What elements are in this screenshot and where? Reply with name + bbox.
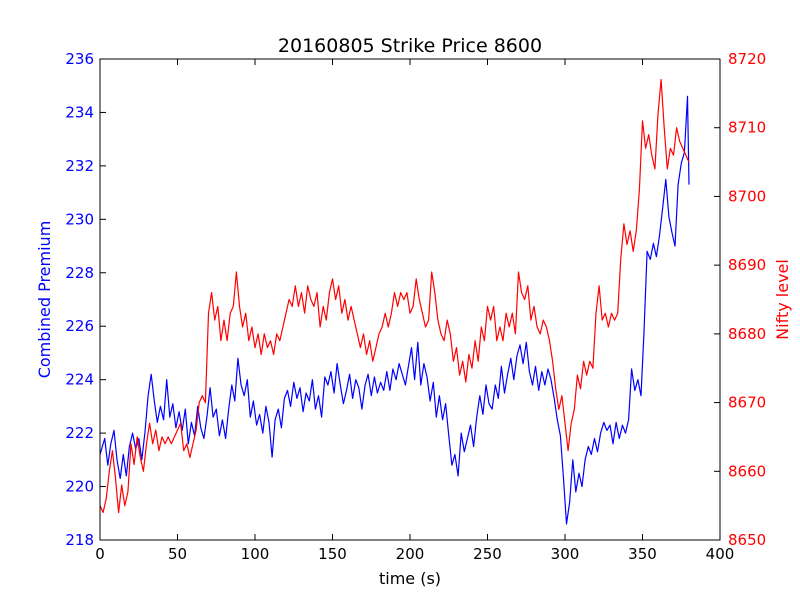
- y-right-tick-label: 8690: [728, 256, 766, 274]
- nifty-level-line: [99, 79, 690, 514]
- x-axis: 0 50 100 150 200 250 300 350 400: [95, 59, 734, 563]
- y-left-tick-label: 236: [65, 50, 94, 68]
- y-left-tick-label: 232: [65, 157, 94, 175]
- y-left-tick-label: 234: [65, 103, 94, 121]
- chart-title: 20160805 Strike Price 8600: [278, 35, 542, 57]
- y-axis-left: 218 220 222 224 226 228 230 232 234 236: [65, 50, 106, 549]
- x-tick-label: 200: [396, 545, 425, 563]
- y-right-tick-label: 8670: [728, 394, 766, 412]
- x-tick-label: 0: [95, 545, 105, 563]
- y-right-tick-label: 8710: [728, 119, 766, 137]
- y-right-tick-label: 8660: [728, 462, 766, 480]
- x-tick-label: 350: [628, 545, 657, 563]
- y-left-tick-label: 224: [65, 371, 94, 389]
- y-axis-right: 8650 8660 8670 8680 8690 8700 8710 8720: [714, 50, 766, 549]
- y-left-tick-label: 220: [65, 478, 94, 496]
- y-right-tick-label: 8650: [728, 531, 766, 549]
- plot-frame: [99, 58, 721, 541]
- y-axis-left-title: Combined Premium: [35, 221, 54, 379]
- combined-premium-line: [99, 95, 690, 525]
- x-tick-label: 150: [318, 545, 347, 563]
- x-tick-label: 100: [241, 545, 270, 563]
- x-axis-title: time (s): [379, 569, 441, 588]
- y-right-tick-label: 8720: [728, 50, 766, 68]
- y-left-tick-label: 218: [65, 531, 94, 549]
- y-right-tick-label: 8680: [728, 325, 766, 343]
- y-left-tick-label: 226: [65, 317, 94, 335]
- x-tick-label: 300: [551, 545, 580, 563]
- y-axis-right-title: Nifty level: [773, 259, 792, 340]
- x-tick-label: 400: [706, 545, 735, 563]
- y-left-tick-label: 230: [65, 210, 94, 228]
- x-tick-label: 250: [473, 545, 502, 563]
- y-left-tick-label: 222: [65, 424, 94, 442]
- x-tick-label: 50: [168, 545, 187, 563]
- y-right-tick-label: 8700: [728, 187, 766, 205]
- plot-lines: [99, 79, 690, 525]
- y-left-tick-label: 228: [65, 264, 94, 282]
